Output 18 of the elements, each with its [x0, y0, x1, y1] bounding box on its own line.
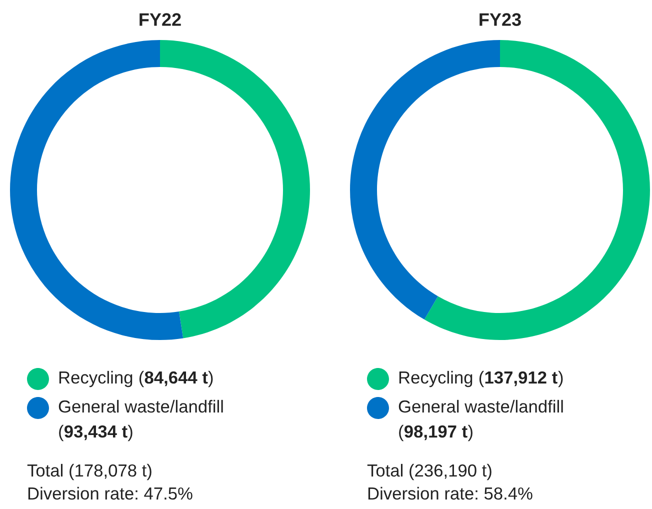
- chart-title: FY22: [140, 13, 181, 26]
- legend-label: Recycling: [399, 370, 472, 388]
- chart-title: FY23: [480, 13, 521, 26]
- donut-slice: [160, 40, 310, 338]
- donut-slice: [350, 40, 500, 320]
- legend-label: General waste/landfill: [398, 400, 563, 413]
- data-label: (98,197 t): [399, 424, 472, 442]
- data-label: (93,434 t): [59, 424, 132, 442]
- text: Diversion rate: 47.5%: [28, 486, 192, 500]
- data-label: (137,912 t): [479, 370, 563, 388]
- data-label: (84,644 t): [139, 370, 213, 388]
- legend-label: General waste/landfill: [58, 400, 223, 413]
- text: Total (236,190 t): [367, 464, 492, 480]
- text: Diversion rate: 58.4%: [368, 486, 532, 500]
- legend-label: Recycling: [59, 370, 132, 388]
- text: Total (178,078 t): [27, 464, 152, 480]
- donut-slice: [10, 40, 184, 340]
- donut-slice: [424, 40, 650, 340]
